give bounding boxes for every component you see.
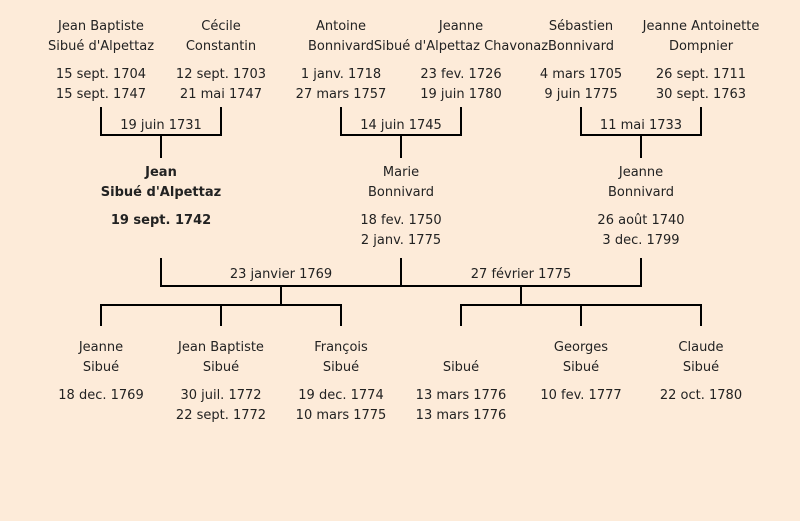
person-name-first: Antoine [315, 19, 367, 34]
marriage-date-m1: 19 juin 1731 [120, 118, 202, 133]
person-p2[interactable]: Marie Bonnivard 18 fev. 1750 2 janv. 177… [360, 163, 441, 251]
person-name-last: Bonnivard [307, 39, 374, 54]
person-name-first: Marie [382, 165, 420, 180]
marriage-date-m2: 14 juin 1745 [360, 118, 442, 133]
person-death: 15 sept. 1747 [55, 87, 147, 102]
person-name-last: Bonnivard [548, 39, 614, 54]
person-name-first: Sébastien [548, 19, 614, 34]
person-birth: 13 mars 1776 [415, 388, 507, 403]
person-name-last: Sibué d'Alpettaz [100, 185, 222, 200]
person-c1[interactable]: Jeanne Sibué 18 dec. 1769 [58, 338, 143, 406]
person-birth: 23 fev. 1726 [420, 67, 502, 82]
person-name-first: Jeanne [438, 19, 484, 34]
person-gp6[interactable]: Jeanne Antoinette Dompnier 26 sept. 1711… [643, 17, 760, 105]
person-name-first: Georges [553, 340, 609, 355]
person-name-last: Sibué [322, 360, 360, 375]
person-death: 13 mars 1776 [415, 408, 507, 423]
person-death: 30 sept. 1763 [655, 87, 747, 102]
connector-children-2 [460, 286, 702, 326]
person-name-first: Claude [678, 340, 724, 355]
person-name-first: Jeanne [618, 165, 664, 180]
person-name-last: Sibué [202, 360, 240, 375]
connector-m1 [100, 107, 222, 158]
marriage-date-m3: 11 mai 1733 [599, 118, 683, 133]
person-birth: 26 août 1740 [597, 213, 685, 228]
person-birth: 10 fev. 1777 [540, 388, 622, 403]
person-birth: 26 sept. 1711 [655, 67, 747, 82]
person-name-last: Bonnivard [367, 185, 434, 200]
person-birth: 15 sept. 1704 [55, 67, 147, 82]
person-death: 27 mars 1757 [295, 87, 387, 102]
person-name-first: Cécile [201, 19, 241, 34]
person-c5[interactable]: Georges Sibué 10 fev. 1777 [540, 338, 621, 406]
marriage-date-m4: 23 janvier 1769 [229, 267, 333, 282]
person-birth: 12 sept. 1703 [175, 67, 267, 82]
person-death: 21 mai 1747 [179, 87, 263, 102]
person-c2[interactable]: Jean Baptiste Sibué 30 juil. 1772 22 sep… [176, 338, 266, 426]
person-birth: 22 oct. 1780 [659, 388, 743, 403]
person-death: 22 sept. 1772 [175, 408, 267, 423]
person-name-first: Jeanne Antoinette [642, 19, 760, 34]
person-gp4[interactable]: Jeanne Sibué d'Alpettaz Chavonaz 23 fev.… [374, 17, 548, 105]
person-p1[interactable]: Jean Sibué d'Alpettaz 19 sept. 1742 [101, 163, 221, 231]
person-name-last: Sibué [682, 360, 720, 375]
connector-children-1 [100, 286, 342, 326]
person-gp2[interactable]: Cécile Constantin 12 sept. 1703 21 mai 1… [176, 17, 266, 105]
person-birth: 4 mars 1705 [539, 67, 623, 82]
person-c6[interactable]: Claude Sibué 22 oct. 1780 [660, 338, 742, 406]
person-name-first: Jeanne [78, 340, 124, 355]
person-death: 3 dec. 1799 [602, 233, 680, 248]
person-birth: 19 dec. 1774 [298, 388, 384, 403]
person-birth: 30 juil. 1772 [180, 388, 262, 403]
person-name-last: Constantin [185, 39, 257, 54]
person-name-last: Bonnivard [608, 185, 674, 200]
person-gp1[interactable]: Jean Baptiste Sibué d'Alpettaz 15 sept. … [48, 17, 154, 105]
person-birth: 1 janv. 1718 [300, 67, 382, 82]
person-name-last: Sibué [442, 360, 480, 375]
person-gp3[interactable]: Antoine Bonnivard 1 janv. 1718 27 mars 1… [296, 17, 387, 105]
person-name-first [416, 338, 507, 358]
person-name-last: Sibué [562, 360, 600, 375]
person-death: 2 janv. 1775 [360, 233, 442, 248]
person-name-last: Dompnier [668, 39, 734, 54]
person-c3[interactable]: François Sibué 19 dec. 1774 10 mars 1775 [296, 338, 387, 426]
person-name-first: Jean Baptiste [178, 340, 264, 355]
person-birth: 18 dec. 1769 [58, 388, 144, 403]
connector-m2 [340, 107, 462, 158]
person-name-first: Jean [145, 165, 177, 180]
person-c4[interactable]: Sibué 13 mars 1776 13 mars 1776 [416, 338, 507, 426]
marriage-date-m5: 27 février 1775 [470, 267, 572, 282]
person-gp5[interactable]: Sébastien Bonnivard 4 mars 1705 9 juin 1… [540, 17, 622, 105]
person-name-last: Sibué d'Alpettaz Chavonaz [373, 39, 549, 54]
person-birth: 19 sept. 1742 [110, 213, 212, 228]
person-p3[interactable]: Jeanne Bonnivard 26 août 1740 3 dec. 179… [597, 163, 684, 251]
person-name-first: Jean Baptiste [58, 19, 144, 34]
person-birth: 18 fev. 1750 [360, 213, 442, 228]
person-name-last: Sibué d'Alpettaz [47, 39, 155, 54]
person-death: 9 juin 1775 [544, 87, 618, 102]
person-name-first: François [314, 340, 368, 355]
person-death: 19 juin 1780 [420, 87, 502, 102]
connector-parents [160, 258, 642, 287]
person-name-last: Sibué [82, 360, 120, 375]
connector-m3 [580, 107, 702, 158]
person-death: 10 mars 1775 [295, 408, 387, 423]
